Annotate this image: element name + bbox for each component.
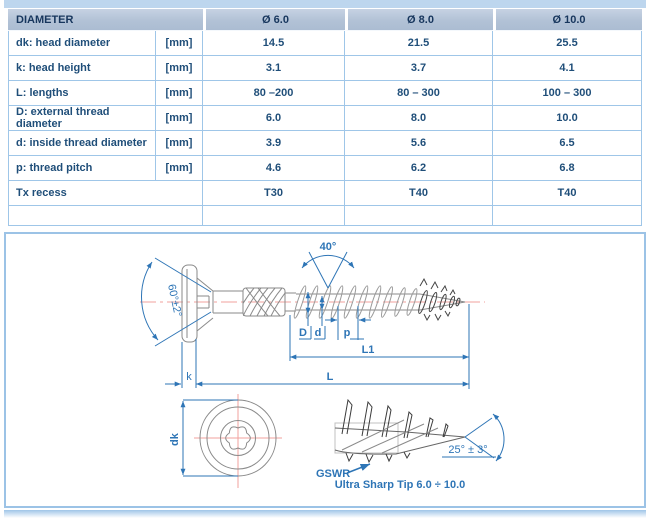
- dim-dk-label: dk: [169, 432, 181, 446]
- row-value: 21.5: [345, 31, 493, 56]
- row-value: 80 –200: [203, 81, 345, 106]
- tip-caption: Ultra Sharp Tip 6.0 ÷ 10.0: [335, 479, 466, 491]
- empty-cell: [203, 206, 345, 226]
- dim-L-label: L: [327, 371, 334, 383]
- table-row: dk: head diameter [mm] 14.5 21.5 25.5: [8, 31, 642, 56]
- row-unit: [mm]: [156, 81, 203, 106]
- row-value: 14.5: [203, 31, 345, 56]
- row-value: 6.2: [345, 156, 493, 181]
- table-row: L: lengths [mm] 80 –200 80 – 300 100 – 300: [8, 81, 642, 106]
- technical-drawing-box: 40° 60°±2°: [4, 232, 646, 508]
- row-label: Tx recess: [8, 181, 203, 206]
- Ddp-dimensions: [299, 292, 371, 340]
- dim-D-label: D: [299, 327, 307, 339]
- screw-technical-drawing: 40° 60°±2°: [140, 241, 505, 491]
- head-top-view: dk: [169, 394, 282, 488]
- gswr-arrow: [346, 463, 371, 474]
- angle-40-annotation: 40°: [301, 241, 355, 289]
- knurl-section: [242, 287, 286, 317]
- header-col-10: Ø 10.0: [493, 9, 642, 31]
- header-col-6: Ø 6.0: [203, 9, 345, 31]
- row-unit: [mm]: [156, 56, 203, 81]
- row-value: T40: [493, 181, 642, 206]
- bottom-gradient-strip: [4, 510, 646, 518]
- angle-60-label: 60°±2°: [165, 283, 184, 318]
- empty-row: [8, 206, 642, 226]
- spec-table: DIAMETER Ø 6.0 Ø 8.0 Ø 10.0 dk: head dia…: [8, 9, 642, 226]
- row-value: 6.5: [493, 131, 642, 156]
- screw-head: [181, 264, 214, 343]
- row-value: 6.0: [203, 106, 345, 131]
- row-label: d: inside thread diameter: [8, 131, 156, 156]
- row-label: p: thread pitch: [8, 156, 156, 181]
- row-value: 4.1: [493, 56, 642, 81]
- tip-detail-view: 25° ± 3° GSWR Ultra Sharp Tip 6.0 ÷ 10.0: [316, 398, 505, 491]
- serrated-tip-flights: [418, 277, 461, 322]
- screw-shank: [212, 290, 243, 314]
- row-value: 4.6: [203, 156, 345, 181]
- empty-cell: [345, 206, 493, 226]
- row-value: 10.0: [493, 106, 642, 131]
- table-row: k: head height [mm] 3.1 3.7 4.1: [8, 56, 642, 81]
- tip-serrations: [341, 398, 449, 464]
- header-col-8: Ø 8.0: [345, 9, 493, 31]
- row-value: 3.1: [203, 56, 345, 81]
- dim-d-label: d: [315, 327, 322, 339]
- empty-cell: [493, 206, 642, 226]
- empty-cell: [8, 206, 203, 226]
- row-value: 3.7: [345, 56, 493, 81]
- row-label: D: external thread diameter: [8, 106, 156, 131]
- row-unit: [mm]: [156, 106, 203, 131]
- row-value: 5.6: [345, 131, 493, 156]
- row-value: T30: [203, 181, 345, 206]
- row-unit: [mm]: [156, 131, 203, 156]
- gswr-label: GSWR: [316, 468, 350, 480]
- table-row: Tx recess T30 T40 T40: [8, 181, 642, 206]
- table-row: D: external thread diameter [mm] 6.0 8.0 10.…: [8, 106, 642, 131]
- table-header-row: DIAMETER Ø 6.0 Ø 8.0 Ø 10.0: [8, 9, 642, 31]
- row-value: 8.0: [345, 106, 493, 131]
- row-label: L: lengths: [8, 81, 156, 106]
- table-body: dk: head diameter [mm] 14.5 21.5 25.5 k: head…: [8, 31, 642, 226]
- row-unit: [mm]: [156, 31, 203, 56]
- row-unit: [mm]: [156, 156, 203, 181]
- row-value: 6.8: [493, 156, 642, 181]
- top-border-strip: [4, 0, 646, 8]
- row-label: k: head height: [8, 56, 156, 81]
- angle-25-annotation: [442, 413, 505, 462]
- angle-40-label: 40°: [320, 241, 337, 253]
- header-diameter: DIAMETER: [8, 9, 203, 31]
- row-value: 100 – 300: [493, 81, 642, 106]
- length-dimensions: [165, 304, 470, 389]
- torx-recess: [225, 426, 251, 450]
- row-label: dk: head diameter: [8, 31, 156, 56]
- row-value: T40: [345, 181, 493, 206]
- table-row: p: thread pitch [mm] 4.6 6.2 6.8: [8, 156, 642, 181]
- dim-k-label: k: [186, 371, 192, 383]
- row-value: 25.5: [493, 31, 642, 56]
- table-row: d: inside thread diameter [mm] 3.9 5.6 6.5: [8, 131, 642, 156]
- row-value: 80 – 300: [345, 81, 493, 106]
- dim-p-label: p: [344, 327, 351, 339]
- row-value: 3.9: [203, 131, 345, 156]
- angle-25-label: 25° ± 3°: [448, 444, 487, 456]
- dim-L1-label: L1: [362, 344, 375, 356]
